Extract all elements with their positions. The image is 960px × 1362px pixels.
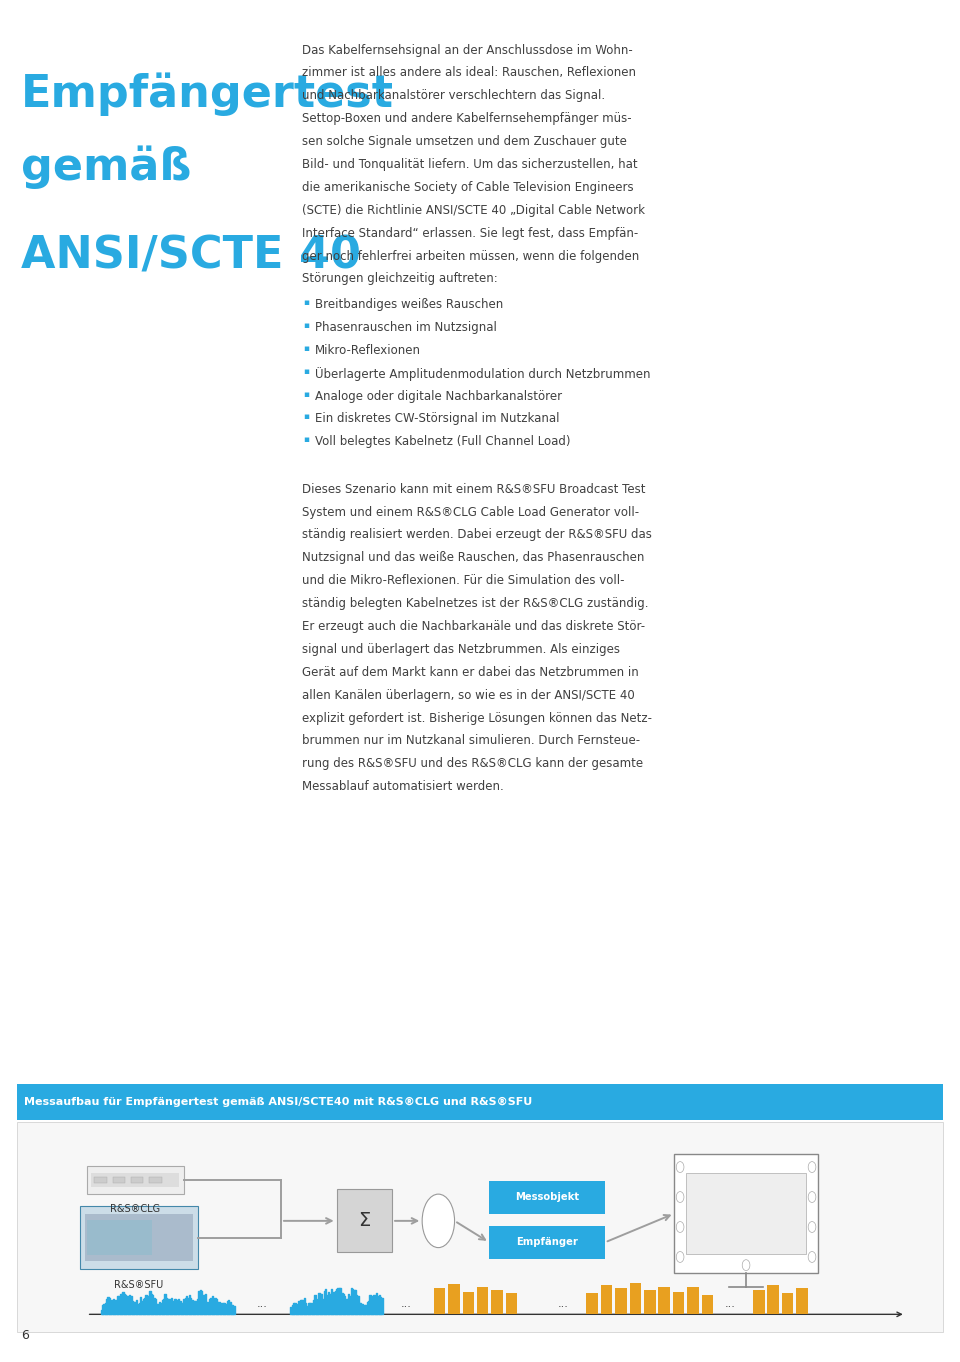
Text: ▪: ▪	[303, 321, 309, 330]
Bar	[477, 1287, 489, 1314]
Text: gemäß: gemäß	[21, 146, 191, 189]
Text: Analoge oder digitale Nachbarkanalstörer: Analoge oder digitale Nachbarkanalstörer	[315, 390, 562, 403]
Bar	[674, 1154, 818, 1273]
Text: Interface Standard“ erlassen. Sie legt fest, dass Empfän-: Interface Standard“ erlassen. Sie legt f…	[302, 226, 638, 240]
Text: Bild- und Tonqualität liefern. Um das sicherzustellen, hat: Bild- und Tonqualität liefern. Um das si…	[302, 158, 638, 172]
FancyBboxPatch shape	[86, 1166, 184, 1193]
Bar	[767, 1284, 779, 1314]
Bar	[434, 1288, 445, 1314]
Text: 6: 6	[21, 1328, 29, 1342]
Bar	[492, 1290, 503, 1314]
Text: allen Kanälen überlagern, so wie es in der ANSI/SCTE 40: allen Kanälen überlagern, so wie es in d…	[302, 689, 636, 701]
Text: Messobjekt: Messobjekt	[515, 1192, 579, 1203]
Bar	[659, 1287, 670, 1314]
Text: System und einem R&S®CLG Cable Load Generator voll-: System und einem R&S®CLG Cable Load Gene…	[302, 505, 639, 519]
Text: explizit gefordert ist. Bisherige Lösungen können das Netz-: explizit gefordert ist. Bisherige Lösung…	[302, 711, 653, 725]
Text: ▪: ▪	[303, 366, 309, 376]
Text: ger noch fehlerfrei arbeiten müssen, wenn die folgenden: ger noch fehlerfrei arbeiten müssen, wen…	[302, 249, 639, 263]
Text: ...: ...	[558, 1299, 568, 1309]
Text: Messaufbau für Empfängertest gemäß ANSI/SCTE40 mit R&S®CLG und R&S®SFU: Messaufbau für Empfängertest gemäß ANSI/…	[24, 1096, 532, 1107]
Text: ...: ...	[257, 1299, 268, 1309]
Bar	[687, 1287, 699, 1314]
Bar	[17, 1084, 943, 1120]
Bar	[587, 1294, 598, 1314]
Ellipse shape	[422, 1194, 454, 1248]
Bar	[149, 1177, 161, 1182]
Text: Messablauf automatisiert werden.: Messablauf automatisiert werden.	[302, 780, 504, 793]
Bar	[630, 1283, 641, 1314]
Bar	[91, 1173, 180, 1186]
Text: Phasenrauschen im Nutzsignal: Phasenrauschen im Nutzsignal	[315, 321, 496, 334]
Bar	[506, 1294, 517, 1314]
Text: Das Kabelfernsehsignal an der Anschlussdose im Wohn-: Das Kabelfernsehsignal an der Anschlussd…	[302, 44, 634, 57]
Text: Σ: Σ	[358, 1211, 371, 1230]
Bar	[448, 1284, 460, 1314]
Bar	[673, 1291, 684, 1314]
Bar	[17, 1122, 943, 1332]
Bar	[702, 1295, 713, 1314]
Bar	[112, 1177, 125, 1182]
Text: Voll belegtes Kabelnetz (Full Channel Load): Voll belegtes Kabelnetz (Full Channel Lo…	[315, 436, 570, 448]
Text: sen solche Signale umsetzen und dem Zuschauer gute: sen solche Signale umsetzen und dem Zusc…	[302, 135, 627, 148]
Text: R&S®CLG: R&S®CLG	[110, 1204, 160, 1215]
Text: (SCTE) die Richtlinie ANSI/SCTE 40 „Digital Cable Network: (SCTE) die Richtlinie ANSI/SCTE 40 „Digi…	[302, 204, 645, 217]
Text: Gerät auf dem Markt kann er dabei das Netzbrummen in: Gerät auf dem Markt kann er dabei das Ne…	[302, 666, 639, 678]
FancyBboxPatch shape	[81, 1207, 198, 1269]
Bar	[753, 1290, 764, 1314]
Text: Mikro-Reflexionen: Mikro-Reflexionen	[315, 343, 420, 357]
Bar	[87, 1220, 152, 1256]
Text: zimmer ist alles andere als ideal: Rauschen, Reflexionen: zimmer ist alles andere als ideal: Rausc…	[302, 67, 636, 79]
Bar	[781, 1294, 793, 1314]
Text: ständig belegten Kabelnetzes ist der R&S®CLG zuständig.: ständig belegten Kabelnetzes ist der R&S…	[302, 597, 649, 610]
Text: Er erzeugt auch die Nachbarkанäle und das diskrete Stör-: Er erzeugt auch die Nachbarkанäle und da…	[302, 620, 645, 633]
Text: signal und überlagert das Netzbrummen. Als einziges: signal und überlagert das Netzbrummen. A…	[302, 643, 620, 656]
Bar	[94, 1177, 107, 1182]
Text: ▪: ▪	[303, 390, 309, 399]
Bar	[615, 1288, 627, 1314]
Text: ANSI/SCTE 40: ANSI/SCTE 40	[21, 234, 361, 278]
Text: Settop-Boxen und andere Kabelfernsehempfänger müs-: Settop-Boxen und andere Kabelfernsehempf…	[302, 112, 632, 125]
Text: und die Mikro-Reflexionen. Für die Simulation des voll-: und die Mikro-Reflexionen. Für die Simul…	[302, 575, 625, 587]
Bar	[644, 1290, 656, 1314]
Text: brummen nur im Nutzkanal simulieren. Durch Fernsteue-: brummen nur im Nutzkanal simulieren. Dur…	[302, 734, 640, 748]
Text: Überlagerte Amplitudenmodulation durch Netzbrummen: Überlagerte Amplitudenmodulation durch N…	[315, 366, 650, 380]
Text: Nutzsignal und das weiße Rauschen, das Phasenrauschen: Nutzsignal und das weiße Rauschen, das P…	[302, 552, 645, 564]
Text: Empfängertest: Empfängertest	[21, 72, 395, 116]
Text: ...: ...	[400, 1299, 412, 1309]
Bar	[490, 1226, 605, 1258]
Text: ▪: ▪	[303, 298, 309, 306]
Bar	[601, 1284, 612, 1314]
Bar	[337, 1189, 392, 1252]
Text: Störungen gleichzeitig auftreten:: Störungen gleichzeitig auftreten:	[302, 272, 498, 286]
Text: Ein diskretes CW-Störsignal im Nutzkanal: Ein diskretes CW-Störsignal im Nutzkanal	[315, 413, 560, 425]
Text: rung des R&S®SFU und des R&S®CLG kann der gesamte: rung des R&S®SFU und des R&S®CLG kann de…	[302, 757, 643, 771]
Bar	[490, 1181, 605, 1214]
Bar	[463, 1291, 474, 1314]
Text: ▪: ▪	[303, 413, 309, 421]
Text: ▪: ▪	[303, 436, 309, 444]
Bar	[685, 1173, 806, 1254]
Text: ständig realisiert werden. Dabei erzeugt der R&S®SFU das: ständig realisiert werden. Dabei erzeugt…	[302, 528, 652, 542]
Text: und Nachbarkanalstörer verschlechtern das Signal.: und Nachbarkanalstörer verschlechtern da…	[302, 90, 606, 102]
Text: Dieses Szenario kann mit einem R&S®SFU Broadcast Test: Dieses Szenario kann mit einem R&S®SFU B…	[302, 482, 646, 496]
Text: Empfänger: Empfänger	[516, 1237, 578, 1248]
Text: R&S®SFU: R&S®SFU	[114, 1280, 163, 1290]
Bar	[131, 1177, 143, 1182]
Text: die amerikanische Society of Cable Television Engineers: die amerikanische Society of Cable Telev…	[302, 181, 634, 193]
Text: ▪: ▪	[303, 343, 309, 353]
Text: Breitbandiges weißes Rauschen: Breitbandiges weißes Rauschen	[315, 298, 503, 311]
Bar	[85, 1215, 193, 1261]
Bar	[796, 1288, 807, 1314]
Text: ...: ...	[725, 1299, 735, 1309]
